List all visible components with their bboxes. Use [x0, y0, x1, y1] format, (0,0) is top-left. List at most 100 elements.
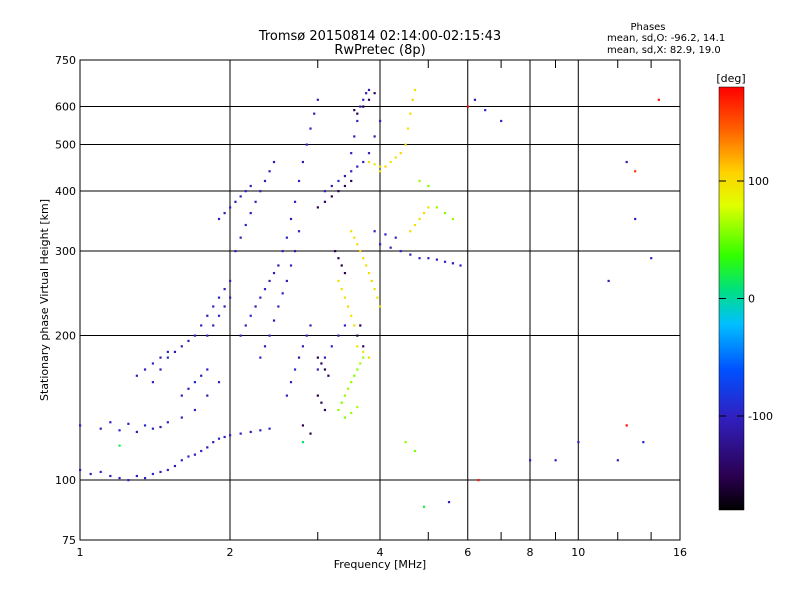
- data-point: [373, 163, 376, 166]
- data-point: [127, 479, 130, 482]
- data-point: [337, 190, 340, 193]
- data-point: [356, 345, 359, 348]
- colorbar: [deg] 100 0 -100: [716, 72, 773, 511]
- data-point: [277, 305, 280, 308]
- data-point: [159, 470, 162, 474]
- data-point: [89, 472, 92, 476]
- data-point: [206, 334, 209, 337]
- data-point: [305, 334, 308, 337]
- data-point: [327, 374, 330, 377]
- data-point: [316, 356, 319, 359]
- data-point: [343, 271, 347, 275]
- y-tick-label: 200: [55, 330, 76, 343]
- data-point: [118, 444, 121, 447]
- data-point: [323, 356, 327, 359]
- data-point: [634, 170, 637, 173]
- data-point: [151, 427, 155, 430]
- data-point: [443, 212, 447, 215]
- data-point: [346, 387, 350, 390]
- data-point: [249, 430, 252, 434]
- data-point: [263, 288, 267, 291]
- data-point: [394, 156, 397, 159]
- data-point: [577, 441, 580, 444]
- data-point: [217, 314, 221, 317]
- data-point: [234, 250, 237, 253]
- data-point: [217, 381, 221, 384]
- data-point: [206, 394, 209, 397]
- x-tick-label: 10: [571, 546, 585, 559]
- y-tick-label: 400: [55, 185, 76, 198]
- data-point: [376, 296, 379, 299]
- data-point: [409, 230, 412, 233]
- data-point: [259, 429, 262, 432]
- data-point: [301, 345, 305, 348]
- data-point: [193, 334, 197, 337]
- chart-title-line2: RwPretec (8p): [334, 43, 425, 58]
- data-point: [406, 127, 410, 130]
- data-point: [413, 223, 417, 227]
- data-point: [259, 190, 262, 193]
- data-point: [313, 112, 316, 115]
- data-point: [239, 236, 242, 239]
- data-point: [316, 206, 319, 209]
- data-point: [459, 264, 462, 267]
- data-point: [625, 160, 628, 164]
- data-point: [362, 98, 365, 101]
- data-point: [249, 184, 252, 188]
- data-point: [118, 476, 121, 480]
- y-tick-label: 100: [55, 474, 76, 487]
- data-point: [350, 230, 353, 233]
- data-point: [223, 435, 226, 439]
- data-point: [301, 441, 305, 444]
- data-point: [244, 223, 247, 227]
- data-point: [337, 334, 340, 337]
- data-point: [323, 190, 327, 193]
- data-point: [350, 381, 353, 384]
- data-point: [365, 264, 368, 267]
- data-point: [409, 253, 412, 256]
- data-point: [399, 152, 402, 155]
- data-point: [435, 258, 438, 261]
- data-point: [234, 200, 237, 203]
- data-point: [356, 112, 359, 115]
- data-point: [212, 305, 215, 308]
- data-point: [466, 105, 469, 108]
- data-point: [277, 264, 280, 267]
- data-point: [309, 432, 312, 435]
- data-point: [281, 292, 284, 295]
- data-point: [337, 179, 340, 183]
- data-point: [180, 345, 183, 348]
- data-point: [418, 257, 421, 260]
- data-point: [367, 356, 371, 359]
- data-point: [353, 374, 356, 377]
- data-point: [263, 345, 267, 348]
- data-point: [356, 243, 359, 246]
- data-point: [340, 401, 343, 404]
- data-point: [239, 334, 242, 337]
- data-point: [427, 257, 430, 260]
- data-point: [118, 429, 121, 432]
- data-point: [272, 271, 276, 275]
- colorbar-label: [deg]: [716, 72, 745, 85]
- data-point: [297, 356, 301, 359]
- data-point: [309, 324, 312, 327]
- phases-line-x: mean, sd,X: 82.9, 19.0: [607, 45, 721, 56]
- data-point: [259, 296, 262, 299]
- colorbar-tick-label: 100: [748, 175, 769, 188]
- data-point: [200, 449, 203, 453]
- data-point: [254, 305, 257, 308]
- data-point: [272, 319, 276, 322]
- data-point: [642, 441, 645, 444]
- y-tick-label: 600: [55, 101, 76, 114]
- data-point: [362, 350, 365, 353]
- data-point: [359, 250, 362, 253]
- data-point: [309, 127, 312, 130]
- data-point: [166, 356, 169, 359]
- data-point: [193, 453, 197, 456]
- data-point: [427, 184, 430, 188]
- data-point: [616, 459, 619, 462]
- data-point: [340, 288, 343, 291]
- data-point: [346, 305, 350, 308]
- data-point: [625, 424, 628, 427]
